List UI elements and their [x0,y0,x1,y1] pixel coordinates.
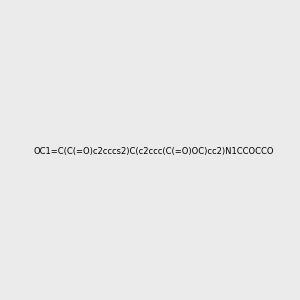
Text: OC1=C(C(=O)c2cccs2)C(c2ccc(C(=O)OC)cc2)N1CCOCCO: OC1=C(C(=O)c2cccs2)C(c2ccc(C(=O)OC)cc2)N… [34,147,274,156]
